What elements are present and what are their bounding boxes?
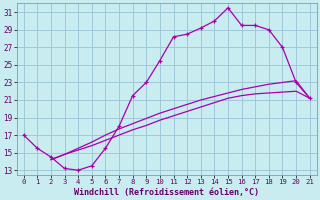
X-axis label: Windchill (Refroidissement éolien,°C): Windchill (Refroidissement éolien,°C) [74,188,259,197]
